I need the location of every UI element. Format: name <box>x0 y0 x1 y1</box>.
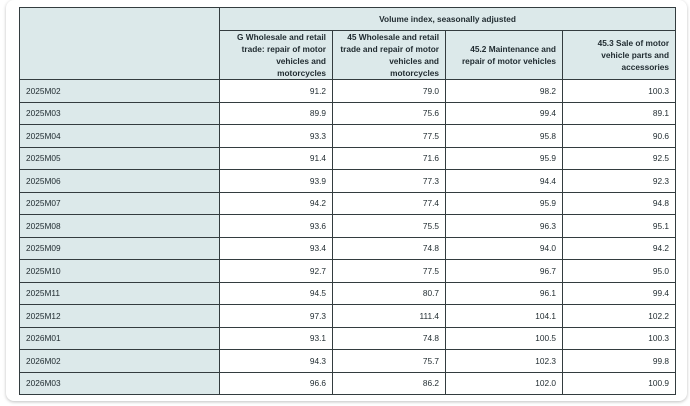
row-period-label: 2025M06 <box>19 169 220 193</box>
table-cell: 95.1 <box>561 214 677 238</box>
row-period-label: 2025M07 <box>19 191 220 215</box>
table-cell: 99.4 <box>445 101 563 125</box>
row-period-label: 2026M02 <box>19 349 220 373</box>
table-cell: 96.7 <box>445 259 563 283</box>
table-cell: 77.3 <box>332 169 446 193</box>
table-cell: 93.4 <box>219 236 333 260</box>
row-period-label: 2026M03 <box>19 371 220 395</box>
table-cell: 79.0 <box>332 79 446 103</box>
volume-index-table: Volume index, seasonally adjusted G Whol… <box>19 7 677 395</box>
table-cell: 77.4 <box>332 191 446 215</box>
table-cell: 75.6 <box>332 101 446 125</box>
table-cell: 96.1 <box>445 281 563 305</box>
row-period-label: 2025M12 <box>19 304 220 328</box>
table-cell: 95.8 <box>445 124 563 148</box>
table-corner-cell <box>19 7 220 80</box>
table-cell: 94.0 <box>445 236 563 260</box>
table-cell: 95.0 <box>561 259 677 283</box>
table-cell: 80.7 <box>332 281 446 305</box>
table-cell: 96.3 <box>445 214 563 238</box>
table-cell: 94.8 <box>561 191 677 215</box>
table-row: 2025M04 93.3 77.5 95.8 90.6 <box>19 124 677 148</box>
table-cell: 97.3 <box>219 304 333 328</box>
table-cell: 91.2 <box>219 79 333 103</box>
table-row: 2026M02 94.3 75.7 102.3 99.8 <box>19 349 677 373</box>
table-cell: 104.1 <box>445 304 563 328</box>
table-cell: 111.4 <box>332 304 446 328</box>
table-row: 2025M06 93.9 77.3 94.4 92.3 <box>19 169 677 193</box>
table-row: 2025M07 94.2 77.4 95.9 94.8 <box>19 191 677 215</box>
row-period-label: 2025M03 <box>19 101 220 125</box>
table-row: 2026M01 93.1 74.8 100.5 100.3 <box>19 326 677 350</box>
table-row: 2025M02 91.2 79.0 98.2 100.3 <box>19 79 677 103</box>
table-cell: 99.4 <box>561 281 677 305</box>
table-cell: 74.8 <box>332 326 446 350</box>
table-cell: 95.9 <box>445 191 563 215</box>
table-row: 2025M08 93.6 75.5 96.3 95.1 <box>19 214 677 238</box>
row-period-label: 2026M01 <box>19 326 220 350</box>
table-cell: 71.6 <box>332 146 446 170</box>
table-row: 2025M09 93.4 74.8 94.0 94.2 <box>19 236 677 260</box>
table-cell: 92.5 <box>561 146 677 170</box>
table-cell: 92.3 <box>561 169 677 193</box>
row-period-label: 2025M09 <box>19 236 220 260</box>
table-cell: 99.8 <box>561 349 677 373</box>
table-cell: 89.9 <box>219 101 333 125</box>
table-cell: 95.9 <box>445 146 563 170</box>
column-header: 45.2 Maintenance and repair of motor veh… <box>445 30 563 80</box>
table-cell: 94.3 <box>219 349 333 373</box>
row-period-label: 2025M04 <box>19 124 220 148</box>
table-cell: 90.6 <box>561 124 677 148</box>
table-cell: 93.6 <box>219 214 333 238</box>
row-period-label: 2025M10 <box>19 259 220 283</box>
table-cell: 77.5 <box>332 124 446 148</box>
table-cell: 100.5 <box>445 326 563 350</box>
table-cell: 102.3 <box>445 349 563 373</box>
table-cell: 75.7 <box>332 349 446 373</box>
table-cell: 98.2 <box>445 79 563 103</box>
table-cell: 102.0 <box>445 371 563 395</box>
table-row: 2025M05 91.4 71.6 95.9 92.5 <box>19 146 677 170</box>
row-period-label: 2025M08 <box>19 214 220 238</box>
table-row: 2025M12 97.3 111.4 104.1 102.2 <box>19 304 677 328</box>
table-cell: 93.3 <box>219 124 333 148</box>
table-cell: 75.5 <box>332 214 446 238</box>
table-cell: 94.4 <box>445 169 563 193</box>
table-cell: 96.6 <box>219 371 333 395</box>
table-cell: 94.2 <box>561 236 677 260</box>
table-superheader: Volume index, seasonally adjusted <box>218 7 677 31</box>
table-cell: 92.7 <box>219 259 333 283</box>
table-row: 2025M10 92.7 77.5 96.7 95.0 <box>19 259 677 283</box>
table-cell: 93.1 <box>219 326 333 350</box>
table-cell: 100.3 <box>561 79 677 103</box>
table-cell: 91.4 <box>219 146 333 170</box>
column-header: 45.3 Sale of motor vehicle parts and acc… <box>561 30 677 80</box>
row-period-label: 2025M02 <box>19 79 220 103</box>
table-cell: 94.5 <box>219 281 333 305</box>
column-header: 45 Wholesale and retail trade and repair… <box>332 30 446 80</box>
table-row: 2025M03 89.9 75.6 99.4 89.1 <box>19 101 677 125</box>
table-cell: 100.3 <box>561 326 677 350</box>
row-period-label: 2025M11 <box>19 281 220 305</box>
table-cell: 94.2 <box>219 191 333 215</box>
table-cell: 93.9 <box>219 169 333 193</box>
table-cell: 86.2 <box>332 371 446 395</box>
table-cell: 102.2 <box>561 304 677 328</box>
column-header: G Wholesale and retail trade: repair of … <box>219 30 333 80</box>
row-period-label: 2025M05 <box>19 146 220 170</box>
table-body: 2025M02 91.2 79.0 98.2 100.3 2025M03 89.9 75.6 9… <box>19 79 677 395</box>
table-cell: 77.5 <box>332 259 446 283</box>
table-row: 2026M03 96.6 86.2 102.0 100.9 <box>19 371 677 395</box>
table-cell: 89.1 <box>561 101 677 125</box>
table-row: 2025M11 94.5 80.7 96.1 99.4 <box>19 281 677 305</box>
table-cell: 100.9 <box>561 371 677 395</box>
table-cell: 74.8 <box>332 236 446 260</box>
